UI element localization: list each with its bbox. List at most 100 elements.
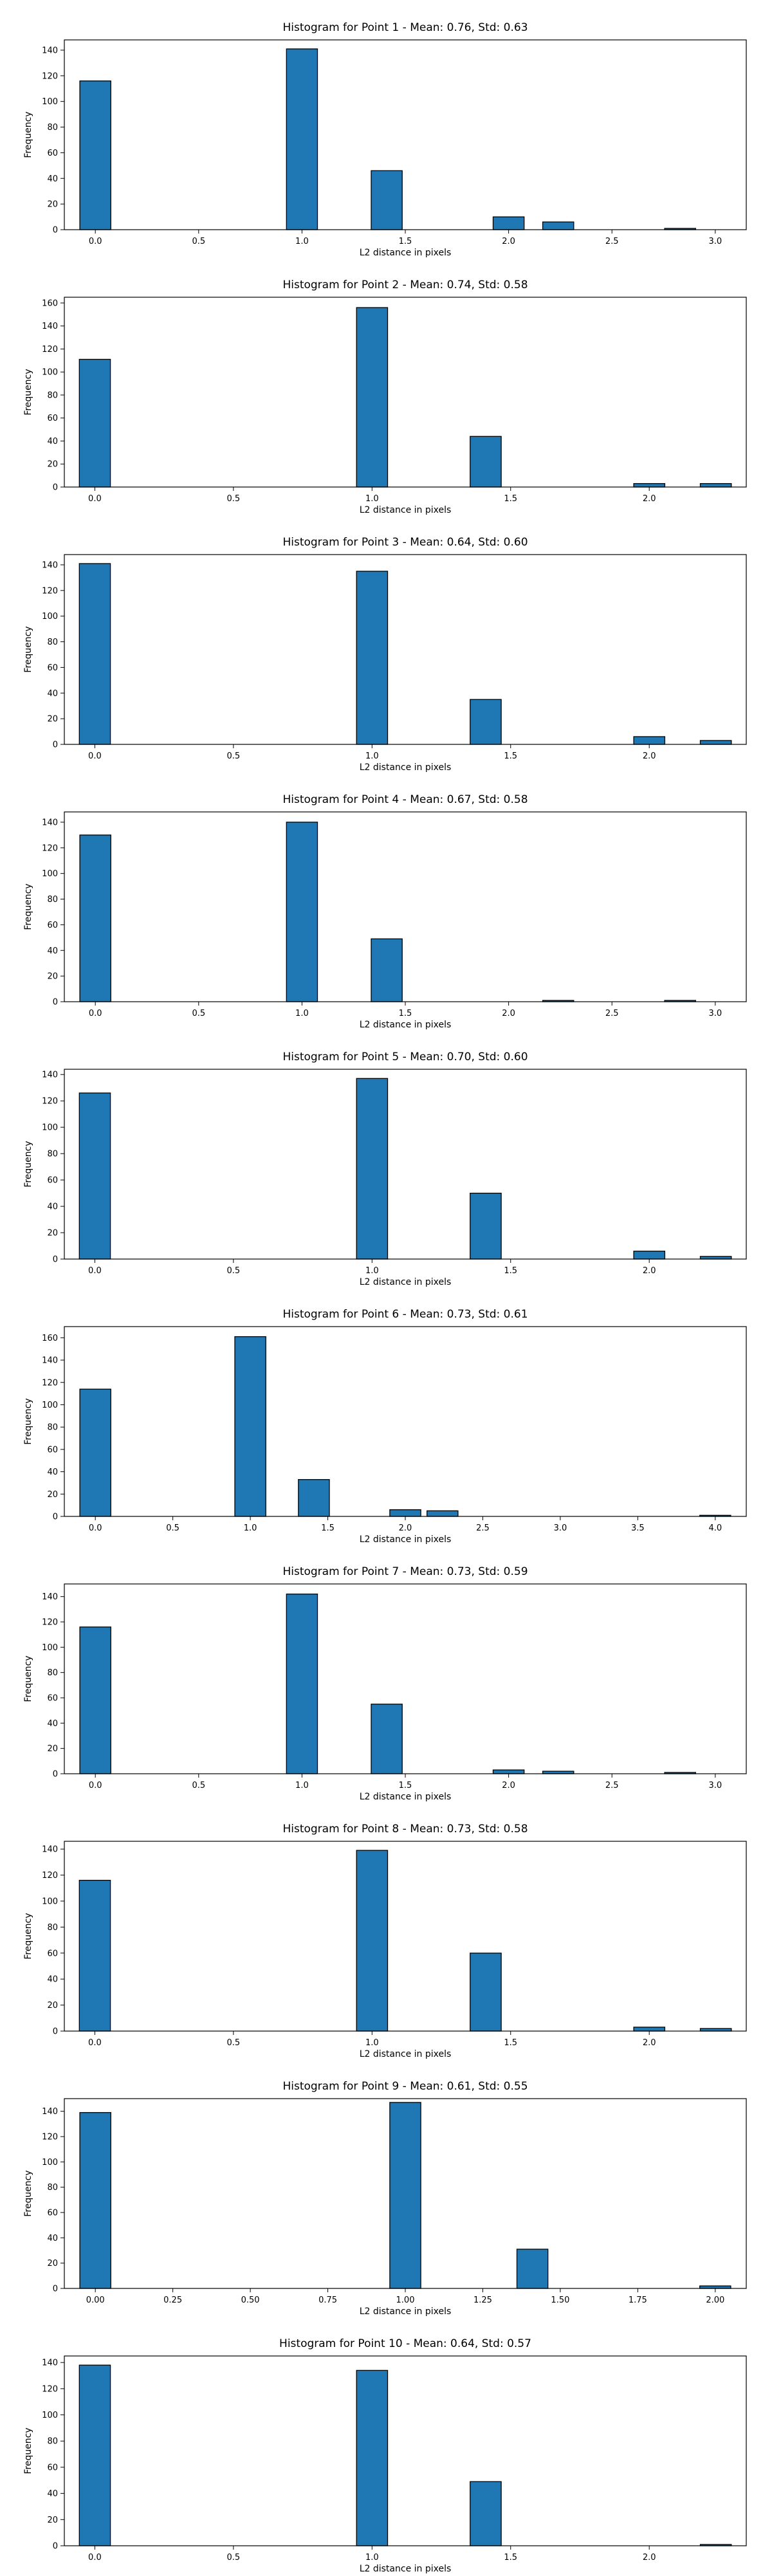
- y-tick-label: 120: [42, 71, 58, 81]
- x-tick-label: 0.0: [88, 2038, 102, 2048]
- y-tick-label: 60: [47, 414, 58, 423]
- histogram-bar: [356, 1078, 389, 1260]
- x-axis-label: L2 distance in pixels: [360, 2306, 452, 2317]
- x-tick-label: 0.0: [88, 751, 102, 761]
- y-tick-label: 100: [42, 869, 58, 879]
- y-tick-label: 40: [47, 2489, 58, 2499]
- y-axis-label: Frequency: [23, 2427, 33, 2474]
- y-tick-label: 60: [47, 2209, 58, 2218]
- x-tick-label: 1.5: [321, 1523, 335, 1533]
- chart-title: Histogram for Point 8 - Mean: 0.73, Std:…: [282, 1823, 528, 1835]
- y-tick-label: 140: [42, 1356, 58, 1366]
- y-axis-label: Frequency: [23, 2170, 33, 2216]
- y-tick-label: 120: [42, 1097, 58, 1107]
- y-tick-label: 20: [47, 2516, 58, 2525]
- x-tick-label: 2.0: [643, 751, 656, 761]
- y-axis-label: Frequency: [23, 1655, 33, 1702]
- y-tick-label: 100: [42, 1897, 58, 1906]
- y-tick-label: 100: [42, 612, 58, 621]
- chart-title: Histogram for Point 1 - Mean: 0.76, Std:…: [282, 21, 528, 34]
- histogram-bar: [470, 699, 502, 745]
- x-tick-label: 4.0: [708, 1523, 722, 1533]
- histogram-panel-10: Histogram for Point 10 - Mean: 0.64, Std…: [23, 2337, 747, 2574]
- histogram-bar: [542, 221, 574, 230]
- x-tick-label: 1.75: [629, 2295, 647, 2305]
- y-tick-label: 140: [42, 322, 58, 331]
- histogram-bar: [298, 1479, 330, 1517]
- y-tick-label: 140: [42, 818, 58, 827]
- y-tick-label: 60: [47, 2463, 58, 2472]
- x-tick-label: 0.0: [88, 494, 102, 504]
- y-axis-label: Frequency: [23, 1913, 33, 1959]
- y-tick-label: 40: [47, 1719, 58, 1729]
- x-tick-label: 1.5: [399, 237, 412, 246]
- y-tick-label: 20: [47, 2001, 58, 2010]
- axes-frame: [64, 811, 747, 1002]
- chart-title: Histogram for Point 2 - Mean: 0.74, Std:…: [282, 279, 528, 291]
- y-tick-label: 80: [47, 895, 58, 905]
- histogram-bar: [371, 170, 403, 230]
- x-tick-label: 0.5: [166, 1523, 179, 1533]
- x-tick-label: 0.75: [318, 2295, 337, 2305]
- x-tick-label: 1.5: [399, 1781, 412, 1790]
- chart-title: Histogram for Point 6 - Mean: 0.73, Std:…: [282, 1308, 528, 1321]
- y-tick-label: 60: [47, 663, 58, 673]
- x-tick-label: 3.0: [708, 237, 722, 246]
- x-axis-label: L2 distance in pixels: [360, 1792, 452, 1802]
- y-tick-label: 120: [42, 1871, 58, 1881]
- y-tick-label: 40: [47, 2234, 58, 2243]
- axes-frame: [64, 1583, 747, 1774]
- x-axis-label: L2 distance in pixels: [360, 2049, 452, 2059]
- x-tick-label: 2.0: [643, 1266, 656, 1276]
- x-tick-label: 2.00: [706, 2295, 724, 2305]
- x-axis-label: L2 distance in pixels: [360, 1534, 452, 1545]
- y-tick-label: 80: [47, 1423, 58, 1433]
- x-tick-label: 1.0: [365, 494, 379, 504]
- histogram-bar: [470, 1192, 502, 1260]
- y-tick-label: 40: [47, 437, 58, 446]
- y-tick-label: 0: [53, 1770, 58, 1780]
- x-tick-label: 2.0: [502, 237, 515, 246]
- x-tick-label: 0.0: [89, 1781, 102, 1790]
- x-tick-label: 2.0: [643, 494, 656, 504]
- y-tick-label: 60: [47, 1445, 58, 1455]
- chart-title: Histogram for Point 9 - Mean: 0.61, Std:…: [282, 2080, 528, 2093]
- y-axis-label: Frequency: [23, 111, 33, 158]
- y-tick-label: 80: [47, 123, 58, 133]
- x-tick-label: 1.00: [396, 2295, 415, 2305]
- y-tick-label: 0: [53, 1255, 58, 1265]
- x-tick-label: 0.5: [227, 494, 241, 504]
- histogram-bar: [699, 2028, 732, 2032]
- x-tick-label: 0.5: [192, 237, 205, 246]
- histogram-bar: [389, 1509, 421, 1517]
- x-tick-label: 0.0: [89, 1523, 102, 1533]
- histogram-bar: [79, 1626, 111, 1774]
- y-tick-label: 60: [47, 1176, 58, 1186]
- x-tick-label: 0.0: [88, 2553, 102, 2562]
- x-tick-label: 1.5: [504, 494, 517, 504]
- x-tick-label: 1.25: [473, 2295, 492, 2305]
- y-tick-label: 100: [42, 1123, 58, 1133]
- histogram-panel-9: Histogram for Point 9 - Mean: 0.61, Std:…: [23, 2080, 747, 2317]
- x-tick-label: 0.5: [227, 1266, 241, 1276]
- x-tick-label: 3.0: [708, 1009, 722, 1018]
- axes-frame: [64, 297, 747, 488]
- y-tick-label: 20: [47, 1744, 58, 1754]
- x-tick-label: 0.0: [88, 1266, 102, 1276]
- y-tick-label: 140: [42, 2359, 58, 2368]
- x-axis-label: L2 distance in pixels: [360, 762, 452, 773]
- y-tick-label: 80: [47, 638, 58, 647]
- histogram-bar: [356, 307, 389, 488]
- x-tick-label: 0.5: [227, 2038, 241, 2048]
- histogram-bar: [699, 740, 732, 745]
- y-tick-label: 0: [53, 1513, 58, 1522]
- y-tick-label: 100: [42, 368, 58, 378]
- x-tick-label: 1.5: [399, 1009, 412, 1018]
- histogram-bar: [286, 48, 318, 230]
- y-tick-label: 20: [47, 1229, 58, 1238]
- y-tick-label: 140: [42, 1592, 58, 1602]
- histogram-bar: [78, 1092, 111, 1260]
- y-tick-label: 100: [42, 97, 58, 107]
- y-tick-label: 120: [42, 843, 58, 853]
